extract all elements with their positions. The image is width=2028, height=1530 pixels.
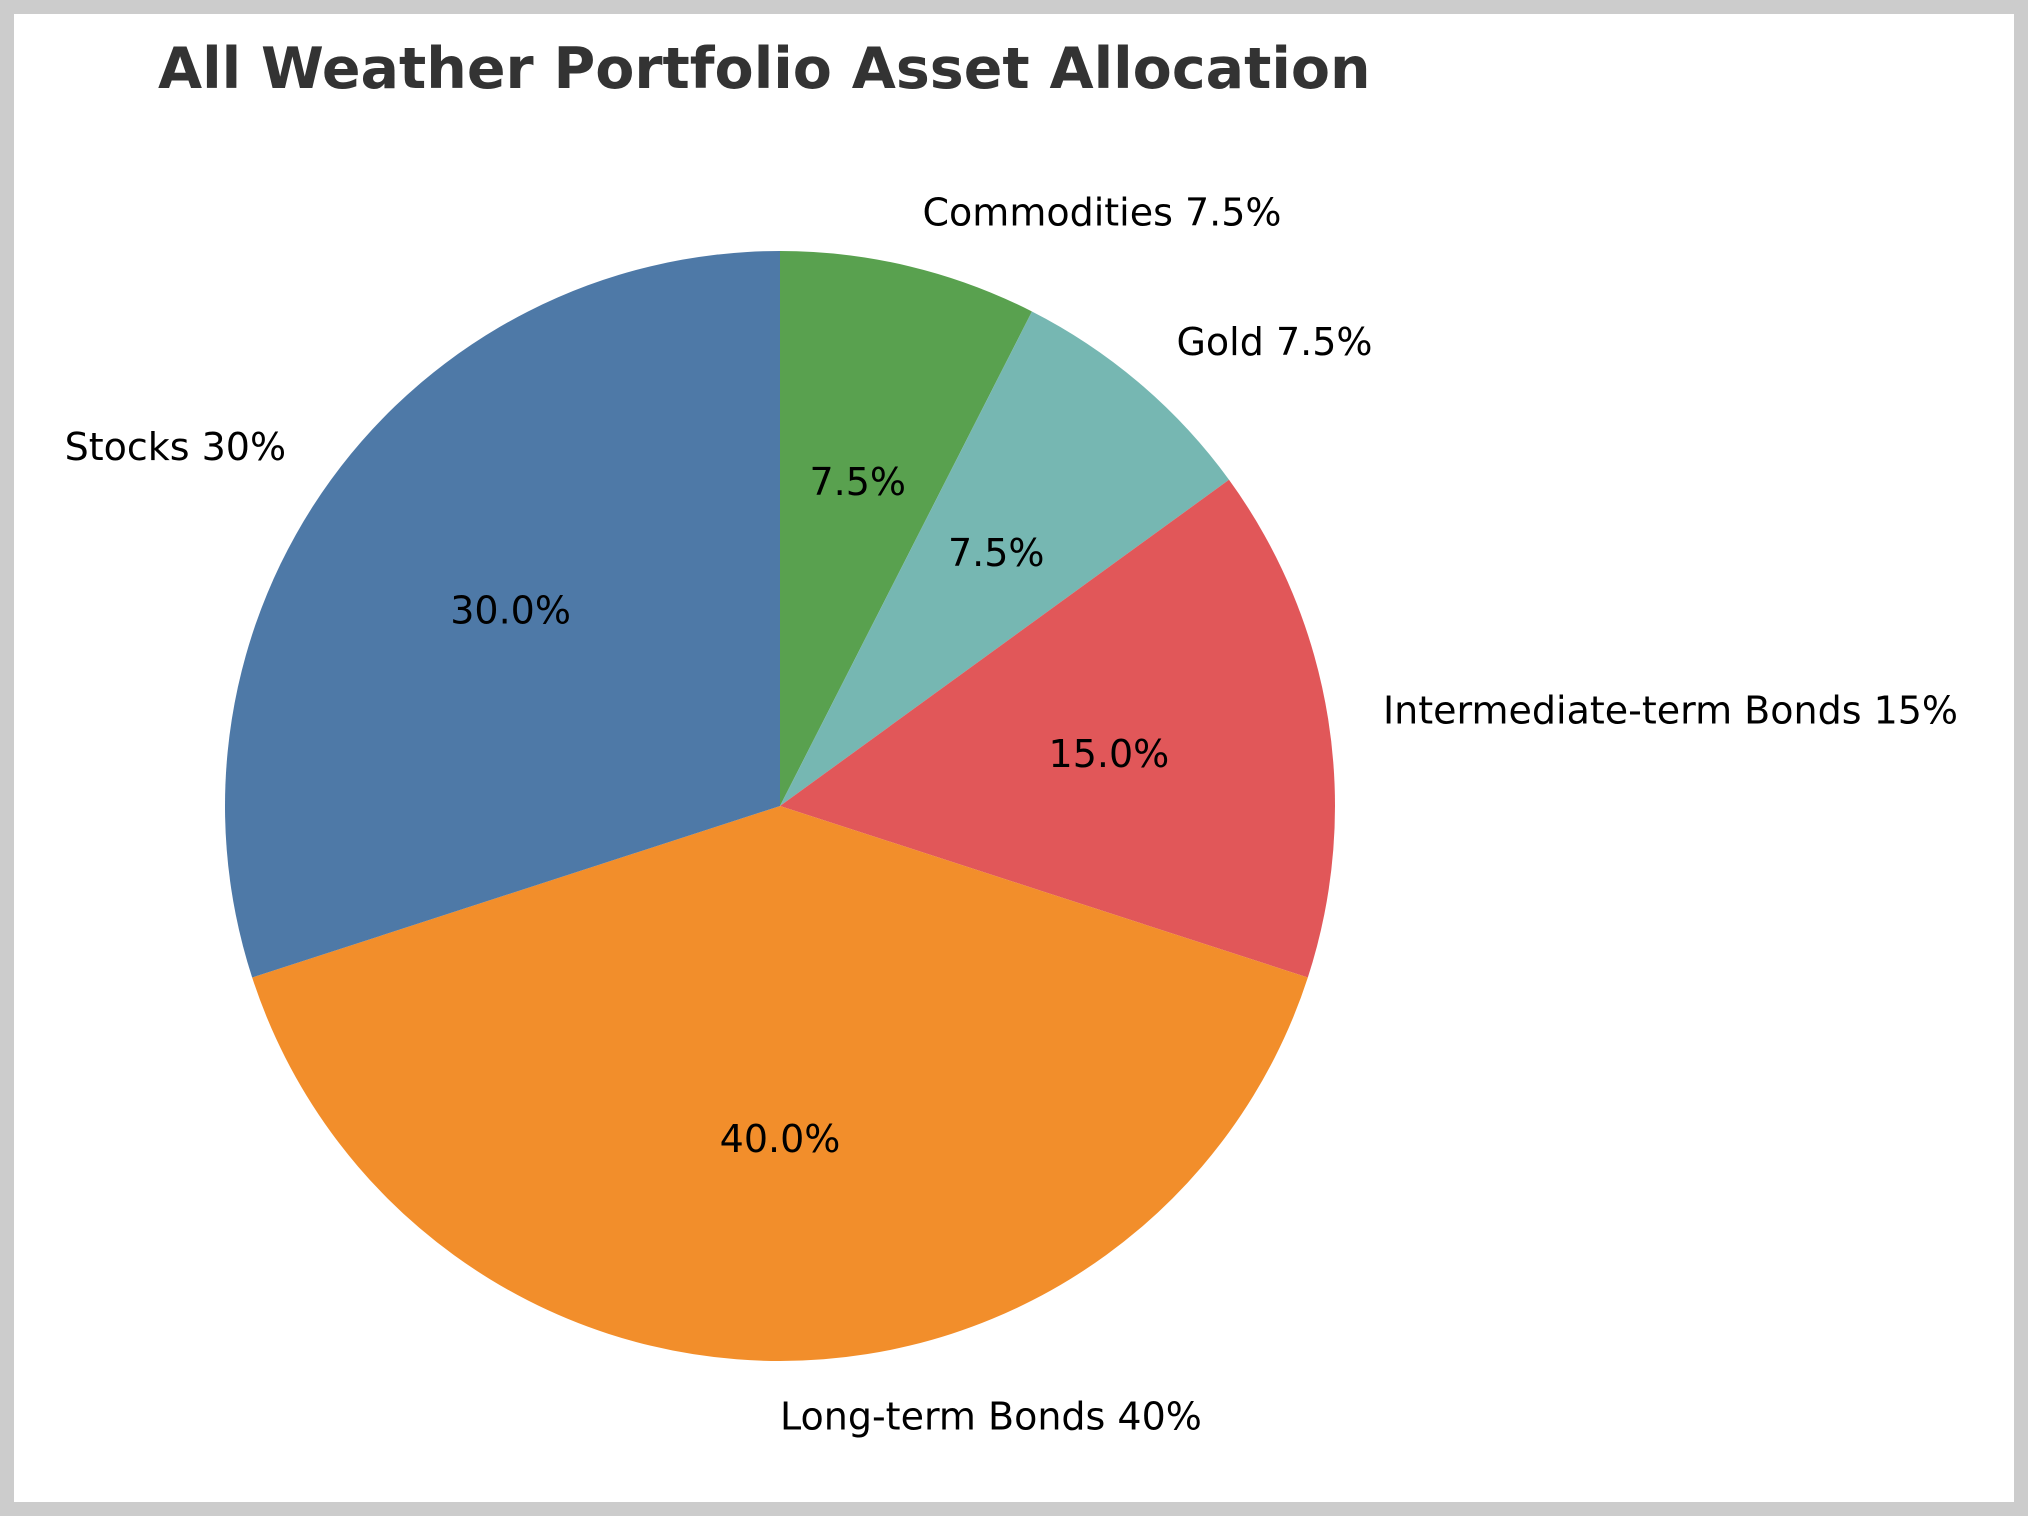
slice-label-gold: Gold 7.5% <box>1176 320 1372 364</box>
pct-label-intermediate-term-bonds: 15.0% <box>1049 732 1170 776</box>
pct-label-long-term-bonds: 40.0% <box>720 1117 841 1161</box>
pie-slice-intermediate-term-bonds <box>780 479 1336 978</box>
slice-label-long-term-bonds: Long-term Bonds 40% <box>780 1395 1202 1439</box>
chart-title: All Weather Portfolio Asset Allocation <box>158 36 1371 102</box>
pie-outer-labels: Commodities 7.5% Gold 7.5% Intermediate-te… <box>65 190 1958 1438</box>
slice-label-intermediate-term-bonds: Intermediate-term Bonds 15% <box>1383 688 1958 732</box>
pie-slices <box>224 251 1336 1362</box>
pie-chart: 7.5% 7.5% 15.0% 40.0% 30.0% Commodities 7.5%… <box>65 190 1958 1438</box>
slice-label-stocks: Stocks 30% <box>65 425 287 469</box>
pie-slice-gold <box>780 311 1230 806</box>
pct-label-stocks: 30.0% <box>450 588 571 632</box>
pie-slice-stocks <box>224 251 781 978</box>
pie-slice-commodities <box>780 251 1032 806</box>
slice-label-commodities: Commodities 7.5% <box>923 190 1282 234</box>
pct-label-commodities: 7.5% <box>809 460 906 504</box>
pie-percentage-labels: 7.5% 7.5% 15.0% 40.0% 30.0% <box>450 460 1169 1161</box>
pct-label-gold: 7.5% <box>948 531 1045 575</box>
pie-slice-long-term-bonds <box>252 806 1308 1362</box>
